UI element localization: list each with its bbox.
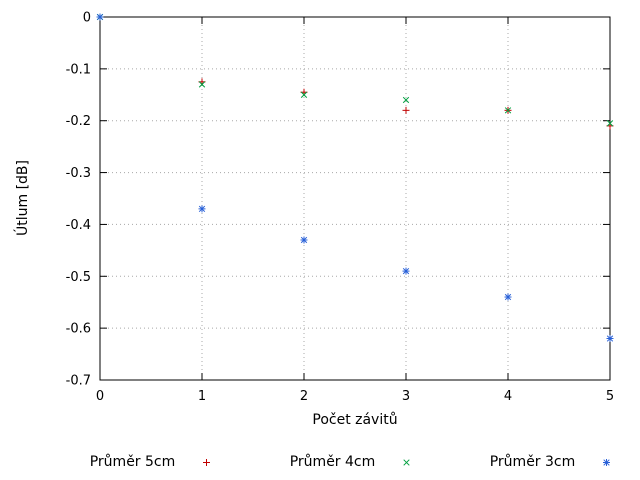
y-tick-label: -0.6	[66, 322, 91, 337]
data-point-marker	[504, 107, 512, 114]
y-axis-label: Útlum [dB]	[15, 160, 31, 237]
data-point-marker	[402, 267, 410, 275]
data-point-marker	[606, 120, 614, 127]
data-point-marker	[300, 236, 308, 244]
data-point-marker	[504, 293, 512, 301]
x-tick-label: 3	[402, 389, 410, 404]
data-point-marker	[96, 13, 104, 21]
x-axis-label: Počet závitů	[312, 412, 398, 428]
legend: Průměr 5cm Průměr 4cm Průměr 3cm	[52, 450, 640, 474]
data-point-marker	[300, 91, 308, 98]
y-tick-label: -0.1	[66, 62, 91, 77]
legend-item: Průměr 5cm	[52, 450, 252, 474]
y-tick-label: -0.4	[66, 218, 91, 233]
data-point-marker	[198, 205, 206, 213]
legend-item-label: Průměr 5cm	[89, 454, 176, 470]
legend-item: Průměr 4cm	[252, 450, 452, 474]
y-tick-label: -0.3	[66, 166, 91, 181]
legend-item-label: Průměr 4cm	[289, 454, 376, 470]
asterisk-marker-icon	[603, 458, 611, 466]
x-tick-label: 2	[300, 389, 308, 404]
x-tick-label: 1	[198, 389, 206, 404]
legend-item-label: Průměr 3cm	[489, 454, 576, 470]
x-tick-label: 4	[504, 389, 512, 404]
data-point-marker	[402, 96, 410, 104]
legend-item: Průměr 3cm	[452, 450, 640, 474]
cross-marker-icon	[403, 458, 410, 466]
plus-marker-icon	[203, 458, 211, 466]
y-tick-label: -0.5	[66, 270, 91, 285]
x-tick-label: 0	[96, 389, 104, 404]
data-point-marker	[603, 458, 610, 466]
plot-border	[99, 16, 611, 381]
data-point-marker	[606, 335, 614, 342]
x-tick-label: 5	[606, 389, 614, 404]
data-point-marker	[198, 81, 206, 88]
y-tick-label: -0.7	[66, 374, 91, 389]
y-tick-label: -0.2	[66, 114, 91, 129]
data-point-marker	[403, 458, 410, 466]
y-tick-label: 0	[83, 11, 91, 26]
